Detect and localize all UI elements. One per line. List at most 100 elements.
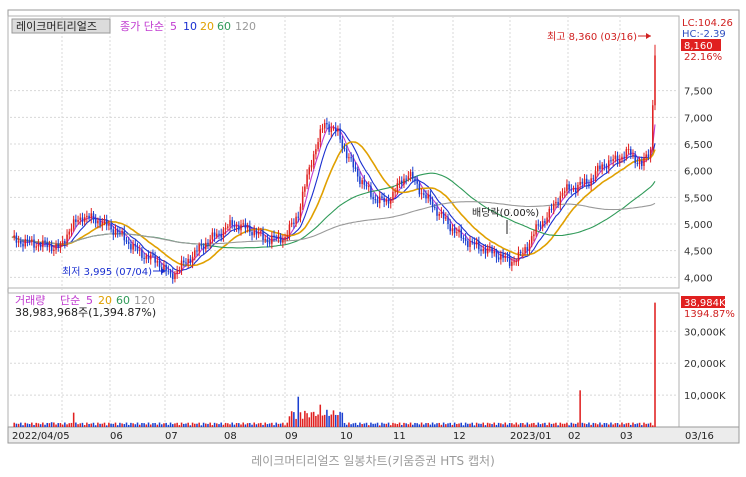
candle-body [251,232,253,236]
candle-body [533,234,535,237]
candle-body [519,251,522,253]
volume-bar [537,422,540,427]
candle-body [209,239,211,245]
volume-bar [630,424,632,427]
candle-body [652,105,654,150]
candle-body [581,181,584,184]
volume-bar [394,423,396,427]
candle-body [400,180,403,185]
candle-body [72,219,75,229]
volume-bar [251,424,253,427]
candle-body [423,193,425,195]
volume-bar [392,422,394,427]
candle-body [462,237,465,239]
volume-bar [105,425,108,427]
candle-body [352,157,355,168]
candle-body [301,191,304,207]
volume-bar [246,423,249,427]
x-tick-label: 09 [285,431,298,442]
candle-body [528,243,531,251]
volume-bar [310,412,313,427]
candle-body [407,176,410,180]
volume-bar [519,423,522,427]
y-axis-labels: 4,000 4,500 5,000 5,500 6,000 6,500 7,000 7,500… [684,87,726,402]
volume-bar [632,422,634,427]
price-tick-label: 4,000 [684,273,713,284]
volume-bar [445,424,447,427]
volume-bar [376,422,379,427]
volume-bar [634,424,636,427]
volume-bar [182,423,185,427]
volume-bar [526,422,529,427]
vol-ma120-legend: 120 [134,294,155,307]
candle-body [337,128,339,132]
volume-bar [33,424,35,427]
volume-bar [68,423,71,427]
candle-body [99,220,101,226]
candle-body [555,201,557,204]
volume-bar [86,422,88,427]
volume-bar [645,423,647,427]
volume-bar [484,425,487,427]
volume-bar [94,425,97,427]
candle-body [592,178,595,180]
candle-body [158,260,161,268]
candle-body [266,239,269,243]
candle-body [152,254,154,256]
volume-bar [607,424,610,427]
candle-body [594,171,597,179]
candle-body [171,273,174,280]
candle-body [163,265,165,270]
candle-body [515,261,518,263]
volume-bar [522,423,524,427]
candle-body [112,229,115,235]
volume-bar [167,424,170,427]
volume-bar [132,423,134,427]
candle-body [420,193,423,195]
chart-frame [7,9,740,444]
volume-bar [385,423,388,427]
candle-body [312,154,315,166]
candle-body [561,192,564,196]
volume-bar [171,424,174,427]
volume-bar [566,422,568,427]
volume-bar [130,422,132,427]
candle-body [165,265,167,271]
candle-body [273,235,275,238]
candle-body [121,230,123,233]
candle-body [464,238,467,241]
volume-bar [427,423,429,427]
volume-bar [264,422,267,427]
volume-bar [123,424,126,427]
volume-bar [312,411,315,427]
candlesticks [13,44,656,284]
candle-body [149,254,152,260]
volume-bar [176,422,178,427]
volume-bar [442,422,445,427]
volume-bar [389,425,392,427]
candle-body [187,258,189,263]
volume-bars [13,302,656,427]
volume-bar [103,422,106,427]
candle-body [114,229,117,235]
volume-bar [638,422,641,427]
candle-body [504,256,507,258]
volume-bar [420,422,423,427]
candle-body [134,244,137,247]
candle-body [216,233,218,237]
volume-bar [147,422,150,427]
volume-bar [436,423,438,427]
volume-bar [158,422,161,427]
volume-bar [28,424,31,427]
volume-bar [361,424,363,427]
volume-bar [101,423,104,427]
candle-body [145,255,148,259]
volume-bar [491,424,493,427]
candle-body [524,247,526,253]
price-tick-label: 7,000 [684,113,713,124]
volume-bar [187,422,189,427]
candle-body [550,208,553,210]
volume-bar [625,423,628,427]
volume-bar [416,423,418,427]
candle-body [341,139,344,148]
